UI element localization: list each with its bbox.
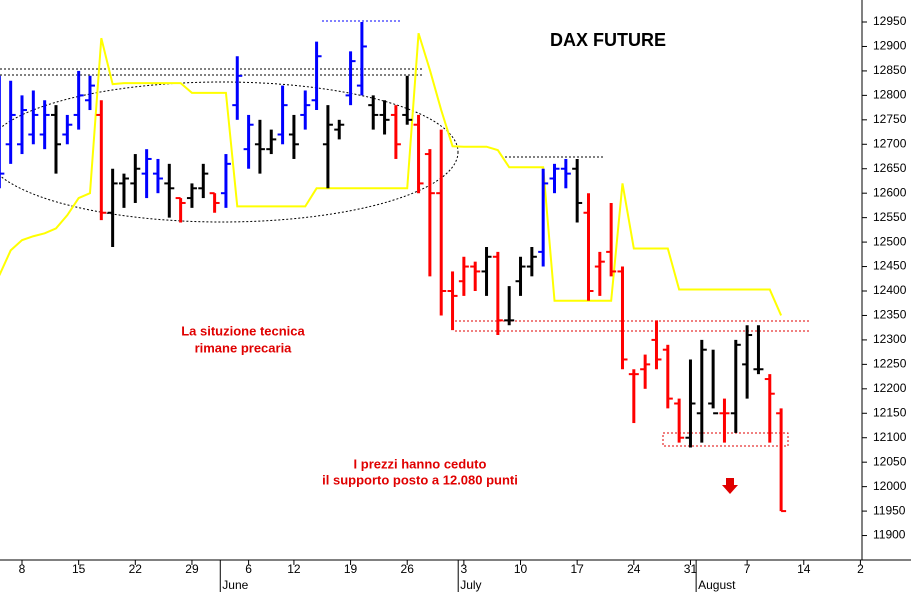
x-tick-label: 6 (245, 562, 252, 576)
annotation: I prezzi hanno ceduto (354, 456, 487, 471)
y-tick-label: 12400 (873, 283, 907, 297)
month-label: June (222, 578, 248, 592)
x-tick-label: 3 (461, 562, 468, 576)
chart-title: DAX FUTURE (550, 30, 666, 50)
overlay-line (0, 32, 783, 316)
y-tick-label: 12200 (873, 381, 907, 395)
x-tick-label: 17 (570, 562, 584, 576)
ellipse (0, 81, 459, 223)
x-tick-label: 31 (684, 562, 698, 576)
support-box (662, 432, 789, 447)
annotation: La situzione tecnica (181, 323, 305, 338)
x-tick-label: 24 (627, 562, 641, 576)
y-tick-label: 11900 (873, 528, 906, 542)
y-tick-label: 12150 (873, 405, 907, 419)
x-tick-label: 29 (185, 562, 199, 576)
y-tick-label: 12050 (873, 454, 907, 468)
y-tick-label: 12650 (873, 161, 907, 175)
y-tick-label: 12450 (873, 259, 907, 273)
y-tick-label: 12550 (873, 210, 907, 224)
x-tick-label: 19 (344, 562, 358, 576)
y-tick-label: 11950 (873, 503, 906, 517)
annotation: rimane precaria (195, 340, 293, 355)
y-tick-label: 12750 (873, 112, 907, 126)
x-tick-label: 22 (129, 562, 143, 576)
y-tick-label: 12300 (873, 332, 907, 346)
x-tick-label: 12 (287, 562, 301, 576)
x-tick-label: 8 (19, 562, 26, 576)
month-label: July (460, 578, 481, 592)
x-tick-label: 26 (401, 562, 415, 576)
y-tick-label: 12250 (873, 357, 907, 371)
y-tick-label: 12800 (873, 88, 907, 102)
month-label: August (698, 578, 736, 592)
y-tick-label: 12700 (873, 136, 907, 150)
x-tick-label: 15 (72, 562, 86, 576)
y-tick-label: 12000 (873, 479, 907, 493)
y-tick-label: 12500 (873, 234, 907, 248)
y-tick-label: 12950 (873, 14, 907, 28)
x-tick-label: 14 (797, 562, 811, 576)
y-tick-label: 12100 (873, 430, 907, 444)
x-tick-label: 10 (514, 562, 528, 576)
y-tick-label: 12900 (873, 39, 907, 53)
y-tick-label: 12600 (873, 185, 907, 199)
y-tick-label: 12850 (873, 63, 907, 77)
arrow (722, 478, 738, 494)
guides (0, 20, 810, 447)
y-tick-label: 12350 (873, 308, 907, 322)
annotation: il supporto posto a 12.080 punti (322, 472, 518, 487)
x-tick-label: 7 (744, 562, 751, 576)
x-tick-label: 2 (857, 562, 864, 576)
